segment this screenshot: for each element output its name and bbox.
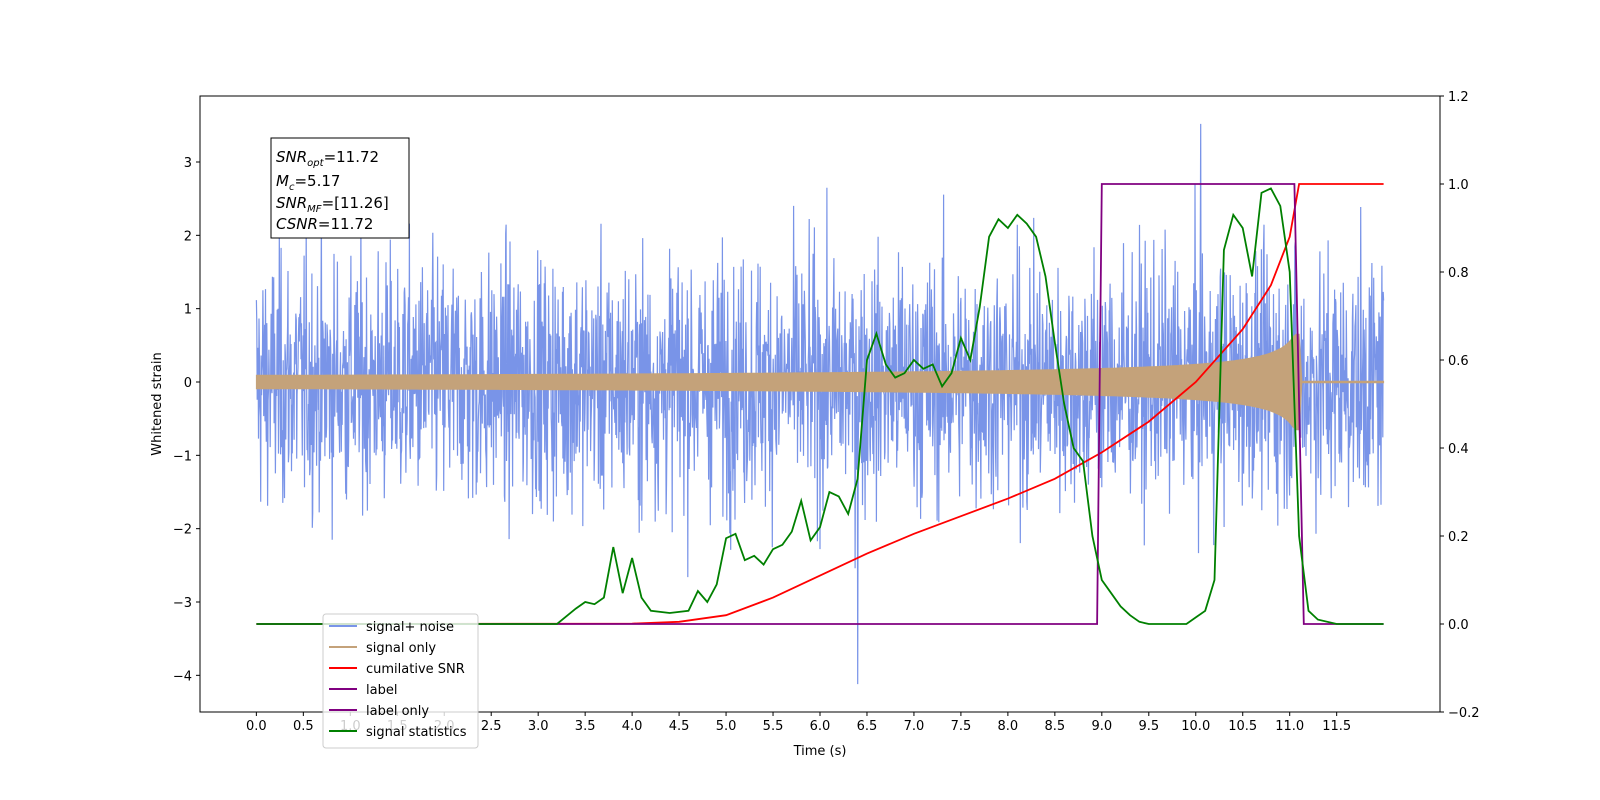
legend-label: label — [366, 683, 397, 698]
x-tick-label: 9.5 — [1138, 719, 1159, 734]
y-axis-right: 1.2 1.0 0.8 0.6 0.4 0.2 0.0 −0.2 — [1440, 90, 1480, 721]
x-tick-label: 6.5 — [857, 719, 878, 734]
x-tick-label: 3.5 — [575, 719, 596, 734]
y-axis-label: Whitened strain — [150, 352, 165, 455]
svg-text:SNRopt=11.72: SNRopt=11.72 — [276, 148, 379, 169]
annotation-box: SNRopt=11.72 Mc=5.17 SNRMF=[11.26] CSNR=… — [270, 137, 410, 239]
legend-label: label only — [366, 704, 429, 719]
x-tick-label: 10.0 — [1181, 719, 1210, 734]
y2-tick-label: 1.2 — [1448, 90, 1469, 105]
y2-tick-label: 0.0 — [1448, 618, 1469, 633]
x-tick-label: 0.5 — [293, 719, 314, 734]
legend-label: signal statistics — [366, 725, 467, 740]
legend-box — [322, 613, 479, 749]
x-tick-label: 5.0 — [716, 719, 737, 734]
y2-tick-label: 0.4 — [1448, 442, 1469, 457]
y2-tick-label: −0.2 — [1448, 706, 1480, 721]
x-axis-label: Time (s) — [793, 744, 847, 759]
y2-tick-label: 0.8 — [1448, 266, 1469, 281]
y-tick-label: −2 — [173, 523, 192, 538]
x-tick-label: 8.0 — [998, 719, 1019, 734]
legend-label: cumilative SNR — [366, 662, 465, 677]
x-tick-label: 11.0 — [1275, 719, 1304, 734]
x-tick-label: 6.0 — [810, 719, 831, 734]
svg-text:CSNR=11.72: CSNR=11.72 — [276, 215, 373, 233]
x-tick-label: 7.0 — [904, 719, 925, 734]
series-signal-statistics-line — [256, 187, 1384, 625]
x-tick-label: 7.5 — [951, 719, 972, 734]
x-tick-label: 4.0 — [622, 719, 643, 734]
y-tick-label: −4 — [173, 669, 192, 684]
x-tick-label: 0.0 — [246, 719, 267, 734]
y-tick-label: 0 — [184, 376, 192, 391]
series-signal-only-envelope — [255, 333, 1385, 431]
y-tick-label: −3 — [173, 596, 192, 611]
y-tick-label: 3 — [184, 156, 192, 171]
legend-label: signal+ noise — [366, 620, 454, 635]
legend: signal+ noise signal only cumilative SNR la… — [322, 613, 479, 749]
x-tick-label: 9.0 — [1091, 719, 1112, 734]
svg-text:Mc=5.17: Mc=5.17 — [276, 172, 340, 193]
y-tick-label: 2 — [184, 229, 192, 244]
series-label-line — [256, 183, 1384, 625]
y2-tick-label: 0.2 — [1448, 530, 1469, 545]
x-tick-label: 4.5 — [669, 719, 690, 734]
y-axis-left: 3 2 1 0 −1 −2 −3 −4 — [173, 156, 200, 684]
plot-area — [255, 123, 1385, 685]
svg-text:SNRMF=[11.26]: SNRMF=[11.26] — [276, 194, 389, 215]
x-tick-label: 11.5 — [1322, 719, 1351, 734]
x-tick-label: 3.0 — [528, 719, 549, 734]
x-tick-label: 5.5 — [763, 719, 784, 734]
series-cumulative-snr-line — [256, 183, 1384, 625]
y-tick-label: 1 — [184, 303, 192, 318]
x-tick-label: 8.5 — [1045, 719, 1066, 734]
y2-tick-label: 1.0 — [1448, 178, 1469, 193]
x-tick-label: 10.5 — [1228, 719, 1257, 734]
series-signal-noise-line — [255, 123, 1385, 685]
x-tick-label: 2.5 — [481, 719, 502, 734]
y-tick-label: −1 — [173, 449, 192, 464]
legend-label: signal only — [366, 641, 436, 656]
y2-tick-label: 0.6 — [1448, 354, 1469, 369]
